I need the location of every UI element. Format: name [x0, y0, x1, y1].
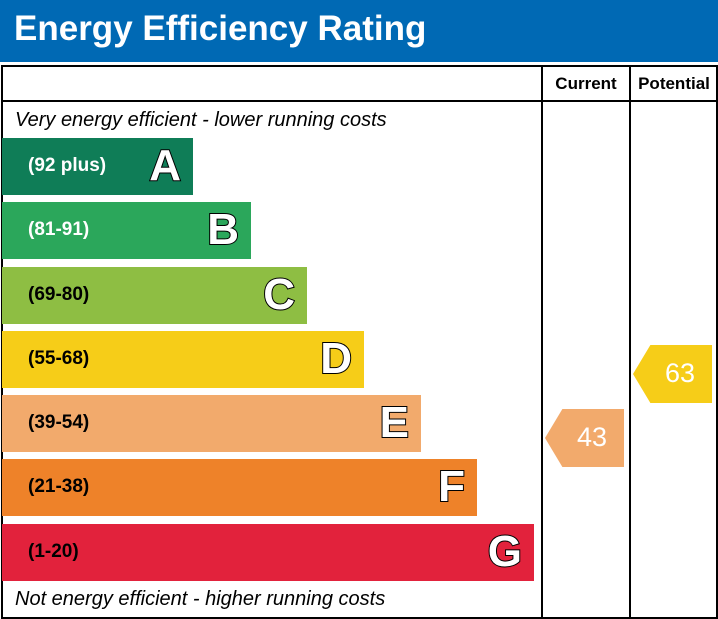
potential-rating-value: 63: [664, 358, 695, 388]
band-letter: G: [487, 526, 523, 577]
title-bar: Energy Efficiency Rating: [0, 0, 718, 62]
band-f-bar: (21-38) F: [2, 459, 477, 516]
potential-rating-arrow: 63: [633, 345, 712, 403]
band-b-bar: (81-91) B: [2, 202, 251, 259]
header-divider: [1, 100, 718, 102]
band-d-bar: (55-68) D: [2, 331, 364, 388]
band-range: (81-91): [28, 219, 90, 240]
column-header-current: Current: [555, 74, 617, 93]
band-letter: B: [206, 204, 240, 255]
band-e-bar: (39-54) E: [2, 395, 421, 452]
current-rating-value: 43: [576, 422, 607, 452]
band-letter: A: [148, 140, 182, 191]
column-divider: [629, 65, 631, 619]
band-a-bar: (92 plus) A: [2, 138, 193, 195]
band-range: (92 plus): [28, 155, 107, 176]
band-g-bar: (1-20) G: [2, 524, 534, 581]
band-range: (21-38): [28, 476, 90, 497]
band-letter: C: [262, 269, 296, 320]
band-letter: F: [437, 461, 466, 512]
top-note: Very energy efficient - lower running co…: [15, 109, 387, 131]
band-c-bar: (69-80) C: [2, 267, 307, 324]
column-header-potential: Potential: [638, 74, 710, 93]
current-rating-arrow: 43: [545, 409, 624, 467]
band-range: (1-20): [28, 541, 79, 562]
band-range: (69-80): [28, 284, 90, 305]
bottom-note: Not energy efficient - higher running co…: [15, 588, 386, 610]
column-divider: [541, 65, 543, 619]
band-letter: E: [379, 397, 410, 448]
chart-title: Energy Efficiency Rating: [14, 9, 427, 48]
band-letter: D: [319, 333, 353, 384]
band-range: (55-68): [28, 348, 90, 369]
band-range: (39-54): [28, 412, 90, 433]
